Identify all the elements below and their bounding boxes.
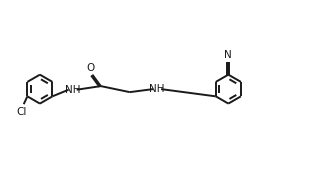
Text: NH: NH: [149, 84, 165, 94]
Text: NH: NH: [65, 85, 80, 95]
Text: N: N: [225, 50, 232, 60]
Text: Cl: Cl: [16, 107, 26, 117]
Text: O: O: [86, 63, 95, 73]
